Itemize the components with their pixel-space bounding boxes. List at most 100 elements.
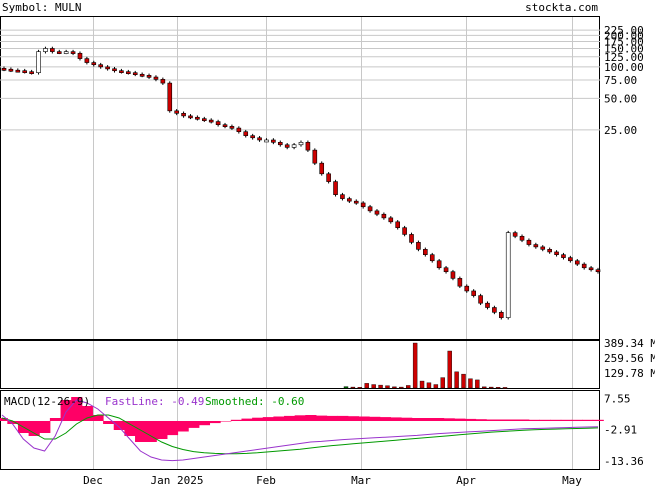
candle-body	[333, 181, 338, 195]
macd-histogram-bar	[507, 419, 519, 421]
candle-body	[499, 312, 504, 318]
volume-bar	[399, 386, 404, 389]
candle-body	[195, 116, 200, 120]
volume-bar	[440, 377, 445, 389]
macd-histogram-bar	[560, 419, 572, 421]
macd-histogram-bar	[422, 418, 434, 421]
candle-body	[429, 254, 435, 262]
price-tick-label: 150.00	[604, 42, 644, 55]
macd-histogram-bar	[582, 419, 594, 421]
candle-body	[526, 239, 532, 245]
macd-fast-line	[1, 399, 599, 462]
volume-tick-label: 129.78 M	[604, 367, 655, 380]
volume-bar	[468, 378, 473, 389]
x-axis-labels: Dec Jan 2025 Feb Mar Apr May	[83, 474, 582, 486]
candle-body	[63, 51, 69, 54]
candle-body	[139, 73, 145, 77]
candle-body	[271, 139, 276, 143]
candle-body	[305, 142, 311, 151]
candle-body	[561, 254, 566, 258]
macd-histogram-bar	[454, 418, 466, 421]
x-tick-label: Apr	[456, 474, 476, 486]
price-tick-label: 25.00	[604, 124, 637, 137]
macd-smoothed-line	[1, 414, 599, 455]
macd-histogram	[0, 397, 604, 442]
x-tick-label: Feb	[256, 474, 276, 486]
macd-histogram-bar	[230, 419, 242, 421]
candle-body	[208, 119, 214, 123]
volume-bar	[371, 384, 376, 389]
macd-histogram-bar	[252, 417, 264, 421]
macd-histogram-bar	[39, 421, 51, 433]
candle-body	[8, 68, 14, 72]
candle-body	[29, 71, 34, 74]
candle-body	[56, 51, 62, 54]
macd-histogram-bar	[49, 418, 62, 421]
volume-bar	[406, 385, 411, 389]
volume-bar	[364, 383, 369, 389]
price-axis-ticks: 25.00 50.00 75.00100.00125.00150.00175.002…	[604, 24, 644, 137]
candle-body	[353, 200, 359, 204]
price-tick-label: 50.00	[604, 92, 637, 105]
volume-axis-ticks: 389.34 M 259.56 M 129.78 M	[604, 337, 655, 380]
candle-body	[126, 71, 131, 74]
macd-histogram-bar	[326, 415, 338, 421]
macd-histogram-bar	[92, 415, 104, 421]
candle-body	[388, 217, 394, 223]
macd-histogram-bar	[369, 416, 381, 421]
candle-body	[505, 232, 511, 318]
candle-body	[374, 210, 380, 215]
volume-bar	[426, 382, 432, 389]
candle-body	[319, 162, 325, 175]
candle-body	[36, 51, 41, 73]
macd-histogram-bar	[539, 419, 551, 421]
price-tick-label: 100.00	[604, 61, 644, 74]
macd-histogram-bar	[284, 415, 296, 421]
candle-body	[547, 249, 552, 253]
candle-body	[554, 251, 559, 255]
candle-body	[167, 82, 173, 112]
candles	[1, 46, 601, 320]
candle-body	[485, 302, 490, 308]
candle-body	[519, 235, 525, 241]
candle-body	[229, 126, 235, 129]
macd-histogram-bar	[198, 421, 211, 426]
macd-histogram-bar	[358, 416, 370, 421]
macd-histogram-bar	[71, 397, 83, 421]
site-label[interactable]: stockta.com	[525, 1, 598, 14]
macd-histogram-bar	[337, 415, 349, 421]
candle-body	[381, 213, 387, 219]
candle-body	[492, 307, 497, 313]
volume-bar	[482, 386, 487, 389]
candle-body	[512, 232, 518, 237]
macd-histogram-bar	[209, 421, 221, 424]
x-tick-label: Dec	[83, 474, 103, 486]
macd-histogram-bar	[443, 418, 455, 421]
macd-histogram-bar	[156, 421, 168, 439]
macd-histogram-bar	[464, 418, 477, 421]
macd-histogram-bar	[273, 416, 285, 421]
candle-body	[98, 64, 103, 68]
candle-body	[471, 290, 476, 296]
candle-body	[146, 75, 152, 78]
volume-bar	[461, 373, 466, 389]
candle-body	[533, 244, 539, 248]
macd-smoothed-label: Smoothed: -0.60	[205, 395, 304, 408]
macd-histogram-bar	[135, 421, 147, 442]
candle-body	[326, 173, 331, 182]
candle-body	[409, 234, 414, 243]
candle-body	[243, 131, 249, 136]
volume-bar	[495, 387, 501, 389]
x-tick-label: Jan 2025	[151, 474, 204, 486]
macd-histogram-bar	[28, 421, 40, 436]
candle-body	[347, 198, 352, 202]
candle-body	[464, 285, 470, 292]
candle-body	[395, 221, 400, 228]
candle-body	[540, 246, 546, 250]
macd-axis-ticks: 7.55 -2.91 -13.36	[604, 392, 644, 468]
macd-histogram-bar	[401, 417, 413, 421]
price-tick-label: 175.00	[604, 35, 644, 48]
candle-body	[423, 249, 428, 255]
candle-body	[298, 142, 304, 146]
